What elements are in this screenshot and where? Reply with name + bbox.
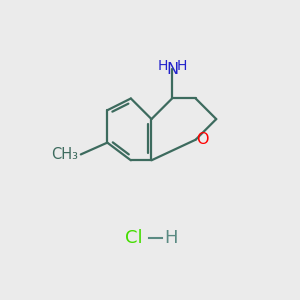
Text: O: O [196,132,208,147]
Text: Cl: Cl [125,229,142,247]
Text: H: H [164,229,177,247]
Text: H: H [176,59,187,73]
Text: CH₃: CH₃ [51,147,78,162]
Text: H: H [158,59,168,73]
Text: N: N [166,62,178,77]
